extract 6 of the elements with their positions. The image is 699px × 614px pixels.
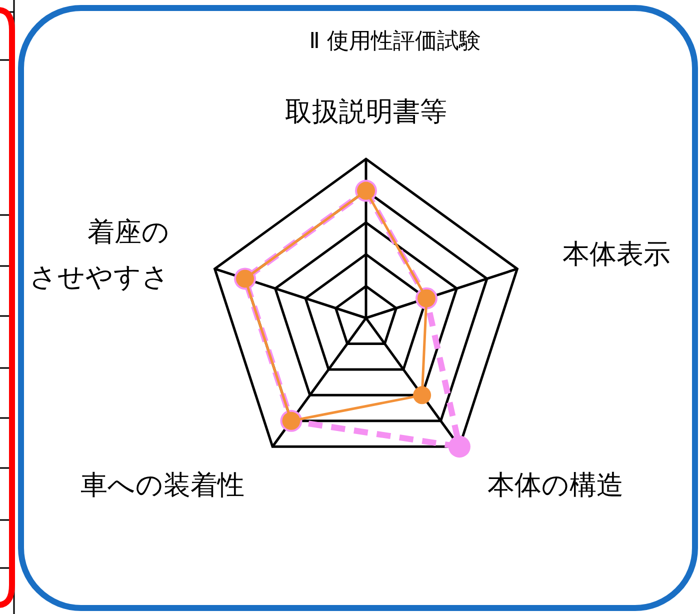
spoke-label: 本体の構造 bbox=[487, 470, 624, 502]
spoke-label: 着座のさせやすさ bbox=[29, 217, 170, 294]
spoke-label: 取扱説明書等 bbox=[285, 96, 447, 128]
chart-title: Ⅱ 使用性評価試験 bbox=[309, 29, 481, 54]
spoke-label: 車への装着性 bbox=[80, 470, 245, 502]
spoke-label: 本体表示 bbox=[562, 239, 671, 270]
